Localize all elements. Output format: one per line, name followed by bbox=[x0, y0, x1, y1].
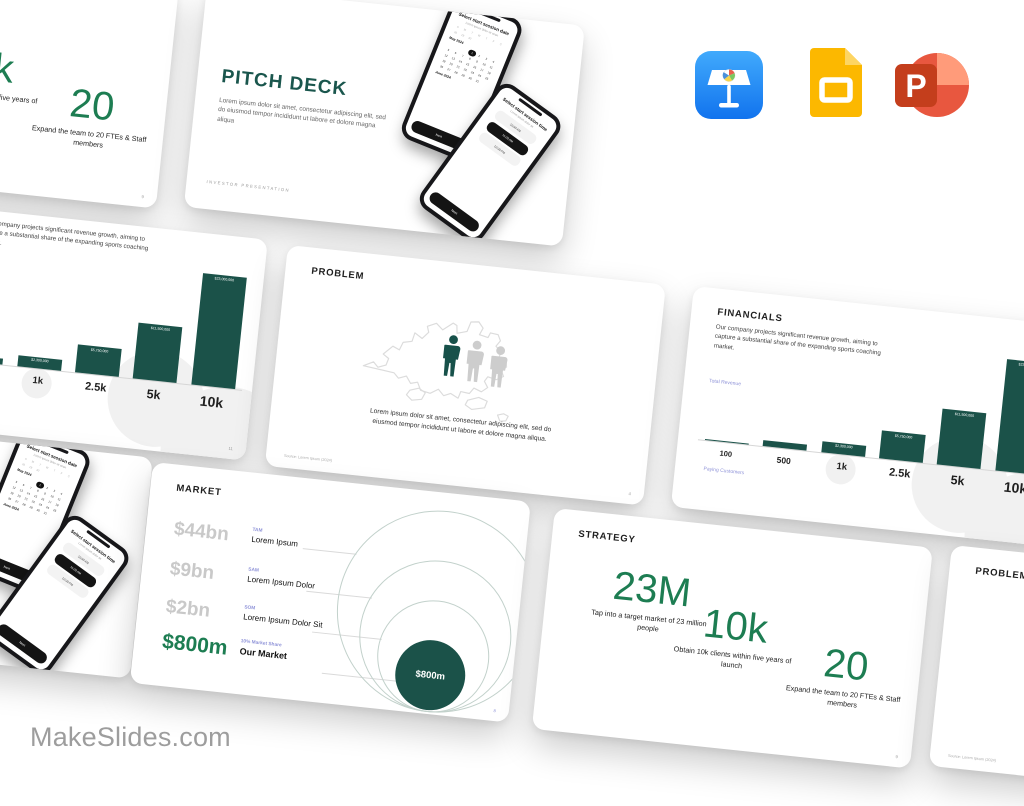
page-number: 4 bbox=[628, 490, 632, 497]
category-label: 500 bbox=[776, 454, 792, 467]
page-number: 9 bbox=[895, 753, 899, 760]
category-label: 1k bbox=[835, 460, 848, 473]
bar-value-label: $23,000,000 bbox=[1018, 361, 1024, 368]
revenue-bar: $23,000,000 bbox=[995, 359, 1024, 476]
source-note: Source: Lorem Ipsum (2024) bbox=[947, 753, 997, 763]
slide-cover: PITCH DECK Lorem ipsum dolor sit amet, c… bbox=[183, 0, 585, 247]
bar-column: $23,000,000 bbox=[184, 272, 254, 390]
slide-title: MARKET bbox=[175, 482, 223, 499]
market-amount: $44bn bbox=[173, 518, 230, 546]
cover-title: PITCH DECK bbox=[220, 66, 349, 101]
category-label: 2.5k bbox=[84, 380, 107, 395]
bar-value-label: $23,000,000 bbox=[214, 275, 235, 282]
revenue-bar: $11,500,000 bbox=[133, 322, 183, 383]
bar-value-label: $11,500,000 bbox=[954, 411, 975, 418]
category-label: 1k bbox=[31, 374, 44, 387]
bar-value-label: $5,750,000 bbox=[90, 347, 109, 354]
slide-market: MARKET $44bn TAM Lorem Ipsum $9bn SAM Lo… bbox=[129, 462, 531, 723]
bar-column: $23,000,000 bbox=[988, 358, 1024, 476]
svg-text:P: P bbox=[905, 68, 926, 104]
google-slides-app-icon bbox=[810, 48, 862, 117]
slide-strategy-partial: STRATEGY 23M Tap into a target market of… bbox=[0, 0, 179, 209]
next-button: Next bbox=[427, 189, 482, 234]
market-amount: $9bn bbox=[168, 558, 216, 584]
financials-bar-chart: $2,300,000 $5,750,000 $11,500,000 $23,000,0… bbox=[0, 241, 254, 413]
bar-value-label: $11,500,000 bbox=[150, 325, 171, 332]
slide-financials: FINANCIALS Our company projects signific… bbox=[670, 286, 1024, 547]
bar-value-label: $2,300,000 bbox=[30, 357, 49, 364]
page-number: 8 bbox=[493, 707, 497, 714]
page-number: 9 bbox=[141, 193, 145, 200]
strategy-stat: 20 Expand the team to 20 FTEs & Staff me… bbox=[23, 78, 159, 157]
strategy-stat: 20 Expand the team to 20 FTEs & Staff me… bbox=[777, 638, 913, 717]
revenue-bar: $5,750,000 bbox=[75, 344, 122, 377]
site-logo-text[interactable]: MakeSlides.com bbox=[30, 722, 231, 752]
revenue-bar bbox=[0, 354, 4, 365]
next-button: Next bbox=[0, 621, 50, 666]
map-outline bbox=[1022, 609, 1024, 723]
bubble-label: $800m bbox=[414, 668, 446, 683]
market-amount: $800m bbox=[161, 630, 229, 660]
slide-title: PROBLEM bbox=[310, 265, 365, 283]
slide-title: PROBLEM bbox=[974, 565, 1024, 583]
slide-strategy: STRATEGY 23M Tap into a target market of… bbox=[531, 508, 933, 769]
revenue-bar: $5,750,000 bbox=[879, 430, 926, 463]
bar-column: $11,500,000 bbox=[126, 322, 190, 384]
bar-value-label: $2,300,000 bbox=[834, 443, 853, 450]
source-note: Source: Lorem Ipsum (2024) bbox=[283, 453, 333, 463]
market-amount: $2bn bbox=[164, 596, 212, 622]
powerpoint-app-icon: P bbox=[895, 53, 969, 117]
cover-body: Lorem ipsum dolor sit amet, consectetur … bbox=[216, 96, 387, 130]
category-label: 100 bbox=[719, 448, 733, 459]
revenue-bar: $11,500,000 bbox=[937, 408, 987, 469]
slide-problem-partial: PROBLEM Lorem ipsum dolor sit amet, cons… bbox=[928, 545, 1024, 806]
bar-column: $11,500,000 bbox=[930, 408, 994, 470]
page-number: 11 bbox=[228, 445, 234, 452]
slide-financials-partial: FINANCIALS Our company projects signific… bbox=[0, 200, 268, 461]
bar-column bbox=[0, 354, 11, 366]
keynote-app-icon bbox=[695, 51, 763, 119]
slide-problem: PROBLEM Lorem ipsum dolor sit amet, cons… bbox=[264, 245, 666, 506]
bar-value-label: $5,750,000 bbox=[894, 433, 913, 440]
x-axis-label: Paying Customers bbox=[703, 466, 745, 477]
revenue-bar: $23,000,000 bbox=[191, 273, 247, 390]
slide-title: STRATEGY bbox=[577, 528, 637, 546]
slide-title: FINANCIALS bbox=[716, 306, 784, 325]
slide-cover-partial: PITCH DECK Lorem ipsum dolor sit amet, c… bbox=[0, 418, 153, 679]
category-label: 2.5k bbox=[888, 466, 911, 481]
cover-footer: INVESTOR PRESENTATION bbox=[206, 179, 291, 193]
